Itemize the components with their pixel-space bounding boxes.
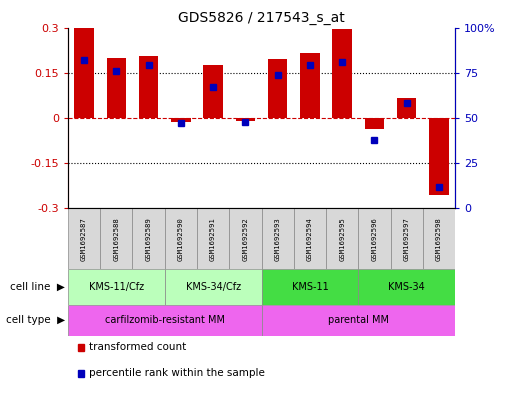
Bar: [100, 208, 132, 269]
Text: GSM1692593: GSM1692593: [275, 217, 281, 261]
Bar: [391, 208, 423, 269]
Bar: [262, 305, 455, 336]
Text: GSM1692589: GSM1692589: [145, 217, 152, 261]
Bar: [429, 118, 449, 195]
Bar: [68, 269, 165, 305]
Bar: [203, 65, 223, 118]
Bar: [365, 118, 384, 129]
Bar: [165, 208, 197, 269]
Text: GSM1692587: GSM1692587: [81, 217, 87, 261]
Bar: [268, 59, 287, 118]
Bar: [358, 208, 391, 269]
Bar: [358, 269, 455, 305]
Text: GSM1692591: GSM1692591: [210, 217, 216, 261]
Text: parental MM: parental MM: [328, 315, 389, 325]
Bar: [333, 29, 352, 118]
Text: KMS-11/Cfz: KMS-11/Cfz: [89, 282, 144, 292]
Text: transformed count: transformed count: [89, 342, 187, 352]
Bar: [397, 98, 416, 118]
Bar: [236, 118, 255, 121]
Bar: [68, 208, 100, 269]
Bar: [171, 118, 190, 121]
Bar: [74, 27, 94, 118]
Bar: [68, 305, 262, 336]
Bar: [165, 269, 262, 305]
Bar: [326, 208, 358, 269]
Bar: [262, 208, 294, 269]
Bar: [107, 58, 126, 118]
Text: percentile rank within the sample: percentile rank within the sample: [89, 367, 265, 378]
Bar: [300, 53, 320, 118]
Bar: [229, 208, 262, 269]
Text: GSM1692594: GSM1692594: [307, 217, 313, 261]
Title: GDS5826 / 217543_s_at: GDS5826 / 217543_s_at: [178, 11, 345, 25]
Text: KMS-34/Cfz: KMS-34/Cfz: [186, 282, 241, 292]
Text: GSM1692597: GSM1692597: [404, 217, 410, 261]
Text: GSM1692596: GSM1692596: [371, 217, 378, 261]
Text: carfilzomib-resistant MM: carfilzomib-resistant MM: [105, 315, 225, 325]
Text: cell type  ▶: cell type ▶: [6, 315, 65, 325]
Text: GSM1692592: GSM1692592: [242, 217, 248, 261]
Text: GSM1692595: GSM1692595: [339, 217, 345, 261]
Bar: [423, 208, 455, 269]
Bar: [262, 269, 358, 305]
Text: GSM1692588: GSM1692588: [113, 217, 119, 261]
Text: GSM1692590: GSM1692590: [178, 217, 184, 261]
Text: GSM1692598: GSM1692598: [436, 217, 442, 261]
Bar: [139, 56, 158, 118]
Text: KMS-11: KMS-11: [291, 282, 328, 292]
Text: KMS-34: KMS-34: [388, 282, 425, 292]
Bar: [197, 208, 229, 269]
Bar: [132, 208, 165, 269]
Bar: [294, 208, 326, 269]
Text: cell line  ▶: cell line ▶: [10, 282, 65, 292]
